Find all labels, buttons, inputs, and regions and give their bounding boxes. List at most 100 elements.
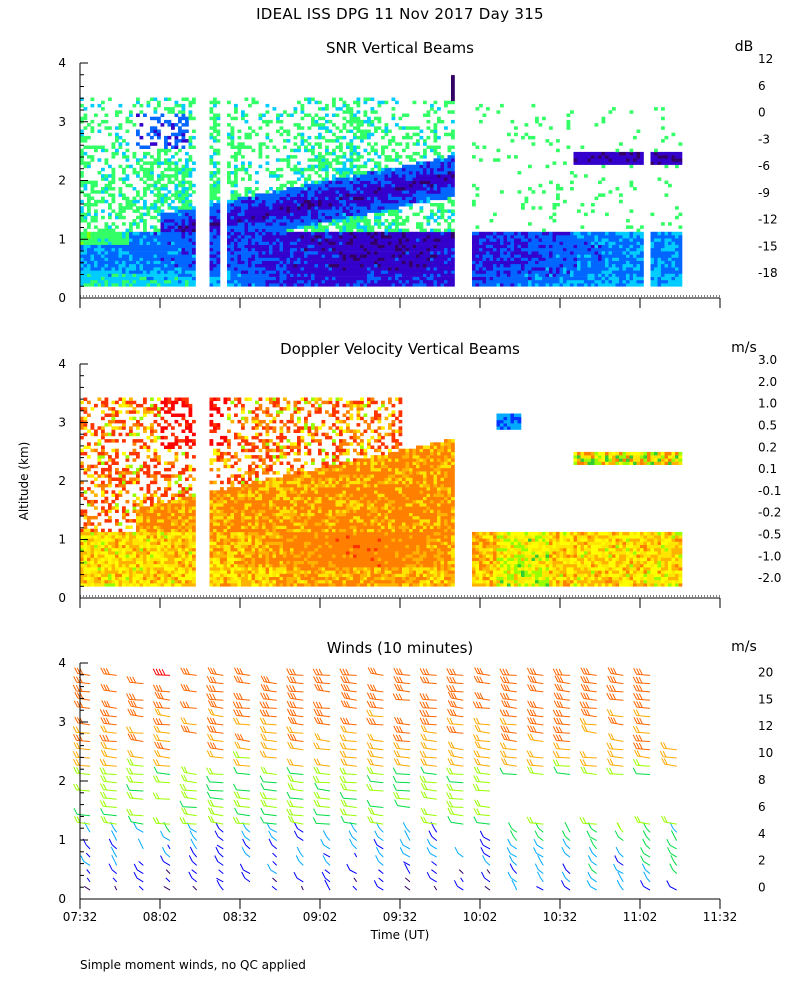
- heatmap-cell: [174, 161, 179, 165]
- heatmap-cell: [447, 267, 452, 271]
- heatmap-cell: [279, 158, 284, 162]
- heatmap-cell: [367, 129, 371, 133]
- heatmap-cell: [332, 187, 336, 191]
- heatmap-cell: [479, 276, 483, 281]
- heatmap-cell: [377, 260, 382, 265]
- heatmap-cell: [622, 263, 627, 268]
- heatmap-cell: [300, 209, 305, 213]
- heatmap-cell: [167, 225, 172, 229]
- heatmap-cell: [367, 251, 371, 255]
- heatmap-cell: [265, 260, 270, 265]
- heatmap-cell: [377, 231, 382, 236]
- heatmap-cell: [563, 283, 567, 287]
- heatmap-cell: [150, 260, 154, 265]
- heatmap-cell: [139, 212, 144, 217]
- heatmap-cell: [528, 231, 532, 236]
- heatmap-cell: [566, 126, 571, 130]
- heatmap-cell: [157, 209, 161, 213]
- heatmap-cell: [332, 260, 336, 265]
- heatmap-cell: [437, 183, 441, 188]
- heatmap-cell: [409, 241, 413, 245]
- heatmap-cell: [307, 148, 312, 153]
- heatmap-cell: [297, 257, 301, 261]
- heatmap-cell: [409, 257, 413, 261]
- heatmap-cell: [153, 270, 158, 274]
- heatmap-cell: [451, 119, 455, 124]
- heatmap-cell: [150, 276, 154, 281]
- heatmap-cell: [209, 267, 214, 271]
- heatmap-cell: [321, 225, 326, 229]
- heatmap-cell: [300, 167, 305, 172]
- heatmap-cell: [118, 231, 123, 236]
- heatmap-cell: [132, 171, 137, 175]
- heatmap-cell: [552, 241, 557, 245]
- heatmap-cell: [335, 212, 340, 217]
- heatmap-cell: [363, 110, 368, 114]
- heatmap-cell: [577, 247, 581, 252]
- heatmap-cell: [426, 126, 431, 130]
- heatmap-cell: [384, 164, 389, 169]
- heatmap-cell: [87, 270, 91, 274]
- heatmap-cell: [311, 267, 315, 271]
- heatmap-cell: [248, 244, 252, 249]
- heatmap-cell: [503, 267, 508, 271]
- heatmap-cell: [265, 123, 270, 127]
- heatmap-cell: [374, 142, 378, 146]
- heatmap-cell: [605, 244, 609, 249]
- heatmap-cell: [405, 276, 410, 281]
- heatmap-cell: [622, 276, 627, 281]
- heatmap-cell: [580, 273, 585, 277]
- heatmap-cell: [139, 247, 144, 252]
- heatmap-cell: [153, 238, 158, 242]
- heatmap-cell: [451, 235, 455, 239]
- heatmap-cell: [419, 209, 424, 213]
- heatmap-cell: [591, 151, 595, 156]
- heatmap-cell: [615, 151, 620, 156]
- heatmap-cell: [517, 190, 522, 194]
- heatmap-cell: [262, 212, 266, 217]
- heatmap-cell: [430, 193, 434, 197]
- heatmap-cell: [584, 161, 588, 165]
- heatmap-cell: [304, 196, 308, 201]
- heatmap-cell: [363, 199, 368, 204]
- heatmap-cell: [129, 270, 133, 274]
- heatmap-cell: [251, 257, 256, 261]
- heatmap-cell: [314, 254, 319, 258]
- heatmap-cell: [234, 254, 238, 258]
- heatmap-cell: [447, 276, 452, 281]
- heatmap-cell: [269, 260, 273, 265]
- heatmap-cell: [524, 199, 529, 204]
- heatmap-cell: [167, 254, 172, 258]
- heatmap-cell: [367, 209, 371, 213]
- heatmap-cell: [332, 193, 336, 197]
- heatmap-cell: [265, 238, 270, 242]
- heatmap-cell: [129, 254, 133, 258]
- heatmap-cell: [377, 247, 382, 252]
- heatmap-cell: [433, 273, 438, 277]
- heatmap-cell: [101, 177, 105, 181]
- heatmap-cell: [167, 222, 172, 226]
- heatmap-cell: [423, 244, 427, 249]
- heatmap-cell: [409, 177, 413, 181]
- heatmap-cell: [342, 196, 347, 201]
- heatmap-cell: [503, 241, 508, 245]
- heatmap-cell: [265, 254, 270, 258]
- heatmap-cell: [598, 260, 602, 265]
- heatmap-cell: [605, 267, 609, 271]
- heatmap-cell: [132, 235, 137, 239]
- heatmap-cell: [549, 260, 553, 265]
- heatmap-cell: [234, 145, 238, 149]
- heatmap-cell: [398, 279, 403, 284]
- heatmap-cell: [377, 126, 382, 130]
- heatmap-cell: [248, 251, 252, 255]
- heatmap-cell: [314, 193, 319, 197]
- heatmap-cell: [360, 129, 364, 133]
- heatmap-cell: [521, 276, 525, 281]
- heatmap-cell: [615, 231, 620, 236]
- heatmap-cell: [178, 254, 182, 258]
- heatmap-cell: [255, 199, 259, 204]
- heatmap-cell: [230, 190, 235, 194]
- heatmap-cell: [269, 203, 273, 207]
- heatmap-cell: [290, 260, 294, 265]
- heatmap-cell: [153, 228, 158, 233]
